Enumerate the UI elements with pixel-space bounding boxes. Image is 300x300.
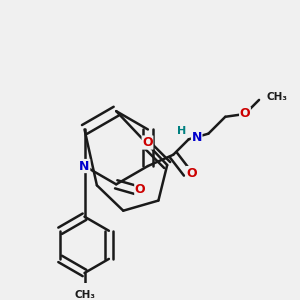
Text: O: O — [142, 136, 153, 149]
Text: O: O — [186, 167, 197, 180]
Text: O: O — [135, 184, 146, 196]
Text: H: H — [177, 127, 186, 136]
Text: CH₃: CH₃ — [266, 92, 287, 102]
Text: N: N — [79, 160, 90, 172]
Text: N: N — [191, 131, 202, 144]
Text: CH₃: CH₃ — [74, 290, 95, 300]
Text: O: O — [240, 107, 250, 121]
